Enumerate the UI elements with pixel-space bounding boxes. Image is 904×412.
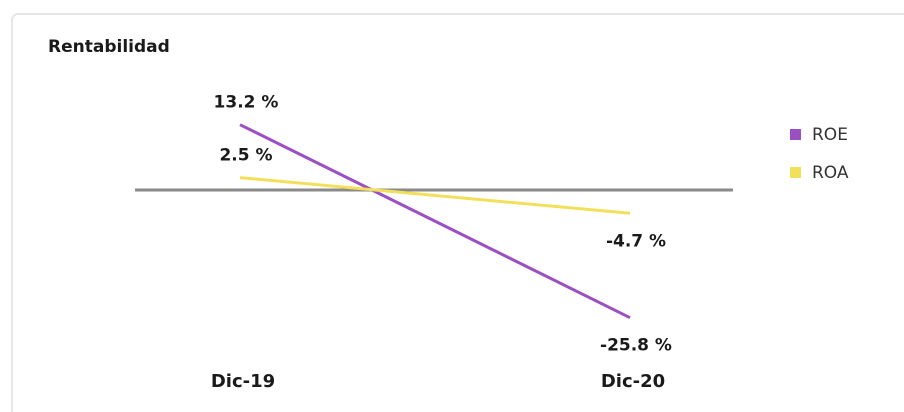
value-label: 13.2 % (214, 93, 279, 113)
value-label: -25.8 % (600, 336, 672, 356)
chart-title: Rentabilidad (48, 37, 170, 57)
legend-swatch (790, 129, 801, 140)
value-label: -4.7 % (606, 231, 666, 251)
legend-swatch (790, 167, 801, 178)
legend-label: ROE (812, 125, 848, 145)
card (11, 13, 904, 412)
x-tick-label: Dic-19 (211, 371, 275, 392)
value-label: 2.5 % (219, 146, 272, 166)
series-line (239, 176, 631, 215)
x-tick-label: Dic-20 (601, 371, 665, 392)
series-line (239, 123, 631, 320)
legend-label: ROA (812, 163, 849, 183)
